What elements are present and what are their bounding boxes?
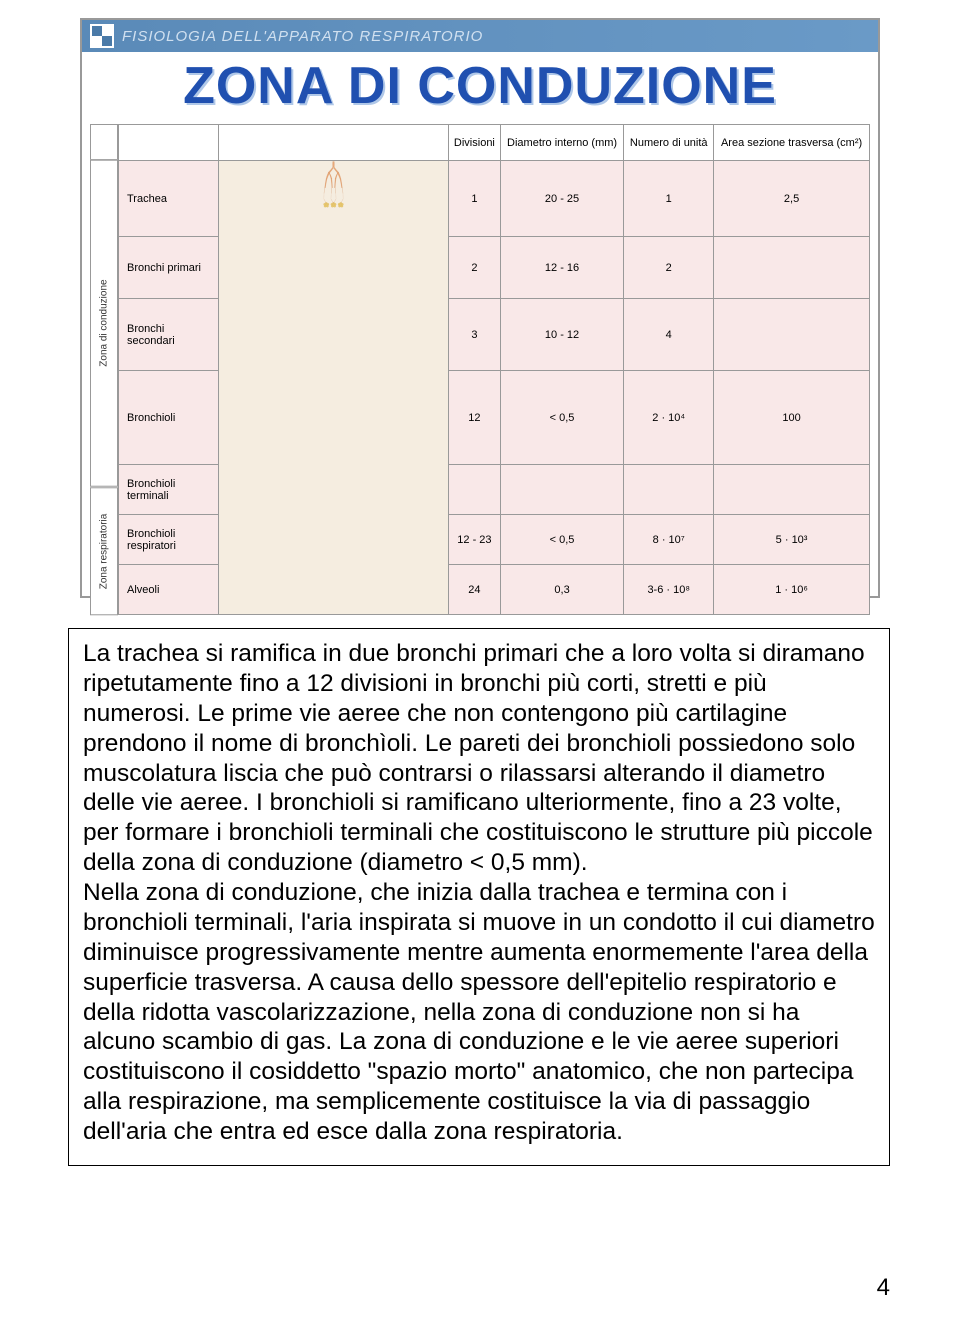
page-number: 4 — [877, 1274, 890, 1302]
bronchial-tree-icon — [219, 161, 448, 210]
cell-area — [714, 237, 870, 299]
header-subtitle: FISIOLOGIA DELL'APPARATO RESPIRATORIO — [122, 28, 483, 45]
cell-div: 24 — [449, 565, 501, 615]
zone-respiratory-label: Zona respiratoria — [90, 487, 118, 615]
col-label — [119, 125, 219, 161]
row-label: Trachea — [119, 161, 219, 237]
cell-div: 12 - 23 — [449, 515, 501, 565]
paragraph-1: La trachea si ramifica in due bronchi pr… — [83, 639, 875, 878]
cell-div: 3 — [449, 299, 501, 371]
row-label: Bronchioli — [119, 371, 219, 465]
cell-num: 2 · 10⁴ — [624, 371, 714, 465]
cell-num: 2 — [624, 237, 714, 299]
bronchial-tree-diagram — [219, 161, 449, 615]
col-diam: Diametro interno (mm) — [500, 125, 623, 161]
cell-diam: < 0,5 — [500, 515, 623, 565]
cell-area: 100 — [714, 371, 870, 465]
cell-area — [714, 299, 870, 371]
zone-conduction-label: Zona di conduzione — [90, 160, 118, 487]
cell-div — [449, 465, 501, 515]
main-title: ZONA DI CONDUZIONE — [82, 56, 878, 116]
text-box: La trachea si ramifica in due bronchi pr… — [68, 628, 890, 1166]
row-label: Bronchi secondari — [119, 299, 219, 371]
col-div: Divisioni — [449, 125, 501, 161]
cell-num: 1 — [624, 161, 714, 237]
paragraph-2: Nella zona di conduzione, che inizia dal… — [83, 878, 875, 1147]
cell-diam: < 0,5 — [500, 371, 623, 465]
cell-diam: 12 - 16 — [500, 237, 623, 299]
col-area: Area sezione trasversa (cm²) — [714, 125, 870, 161]
diagram-container: FISIOLOGIA DELL'APPARATO RESPIRATORIO ZO… — [80, 18, 880, 598]
row-label: Bronchi primari — [119, 237, 219, 299]
cell-diam — [500, 465, 623, 515]
cell-diam: 10 - 12 — [500, 299, 623, 371]
cell-diam: 0,3 — [500, 565, 623, 615]
cell-div: 12 — [449, 371, 501, 465]
logo-icon — [90, 24, 114, 48]
row-label: Bronchioli terminali — [119, 465, 219, 515]
col-num: Numero di unità — [624, 125, 714, 161]
cell-area: 1 · 10⁶ — [714, 565, 870, 615]
anatomy-table: Divisioni Diametro interno (mm) Numero d… — [118, 124, 870, 615]
zone-labels: Zona di conduzione Zona respiratoria — [90, 124, 118, 615]
table-wrap: Zona di conduzione Zona respiratoria Div… — [90, 124, 870, 615]
cell-area — [714, 465, 870, 515]
cell-div: 1 — [449, 161, 501, 237]
table-row: Trachea — [119, 161, 870, 237]
cell-num — [624, 465, 714, 515]
cell-area: 2,5 — [714, 161, 870, 237]
cell-area: 5 · 10³ — [714, 515, 870, 565]
cell-num: 4 — [624, 299, 714, 371]
cell-diam: 20 - 25 — [500, 161, 623, 237]
cell-num: 8 · 10⁷ — [624, 515, 714, 565]
row-label: Alveoli — [119, 565, 219, 615]
cell-div: 2 — [449, 237, 501, 299]
header-bar: FISIOLOGIA DELL'APPARATO RESPIRATORIO — [82, 20, 878, 52]
table-header-row: Divisioni Diametro interno (mm) Numero d… — [119, 125, 870, 161]
row-label: Bronchioli respiratori — [119, 515, 219, 565]
cell-num: 3-6 · 10⁸ — [624, 565, 714, 615]
col-diagram — [219, 125, 449, 161]
